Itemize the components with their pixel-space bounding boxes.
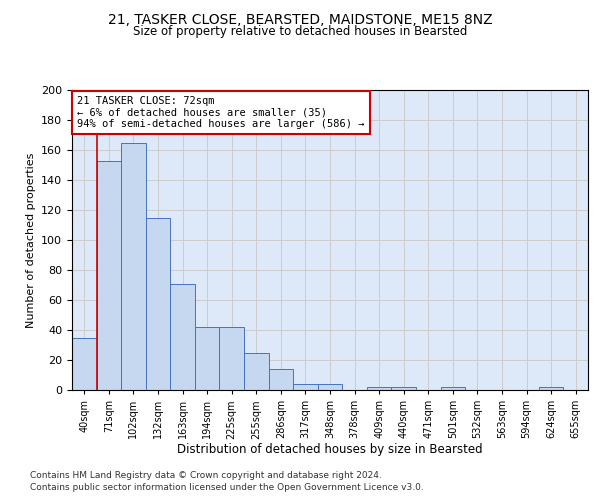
Text: 21, TASKER CLOSE, BEARSTED, MAIDSTONE, ME15 8NZ: 21, TASKER CLOSE, BEARSTED, MAIDSTONE, M… xyxy=(107,12,493,26)
Bar xyxy=(72,338,97,390)
Bar xyxy=(318,384,342,390)
Bar xyxy=(146,218,170,390)
Text: 21 TASKER CLOSE: 72sqm
← 6% of detached houses are smaller (35)
94% of semi-deta: 21 TASKER CLOSE: 72sqm ← 6% of detached … xyxy=(77,96,365,129)
Bar xyxy=(293,384,318,390)
Y-axis label: Number of detached properties: Number of detached properties xyxy=(26,152,35,328)
Bar xyxy=(269,369,293,390)
Bar xyxy=(367,387,391,390)
Bar xyxy=(391,387,416,390)
Text: Distribution of detached houses by size in Bearsted: Distribution of detached houses by size … xyxy=(177,442,483,456)
Bar xyxy=(539,387,563,390)
Bar xyxy=(97,160,121,390)
Bar xyxy=(121,142,146,390)
Bar xyxy=(440,387,465,390)
Text: Size of property relative to detached houses in Bearsted: Size of property relative to detached ho… xyxy=(133,25,467,38)
Bar xyxy=(195,327,220,390)
Bar xyxy=(170,284,195,390)
Text: Contains public sector information licensed under the Open Government Licence v3: Contains public sector information licen… xyxy=(30,484,424,492)
Bar xyxy=(220,327,244,390)
Text: Contains HM Land Registry data © Crown copyright and database right 2024.: Contains HM Land Registry data © Crown c… xyxy=(30,471,382,480)
Bar xyxy=(244,352,269,390)
